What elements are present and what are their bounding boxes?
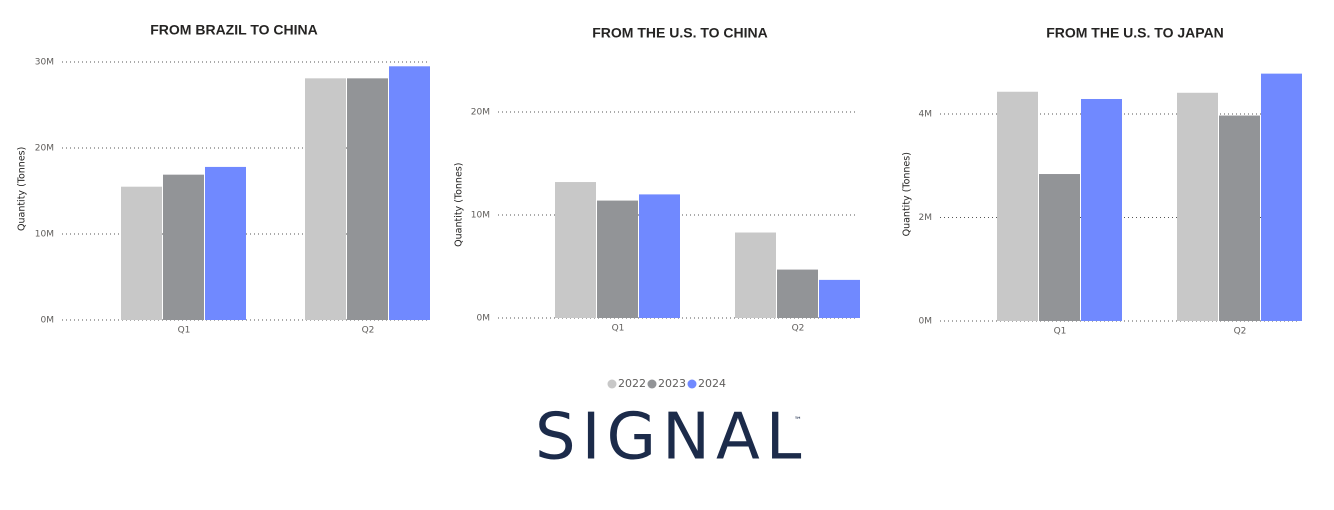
- y-tick-label: 20M: [471, 108, 490, 118]
- bar: [389, 66, 430, 320]
- legend-swatch: [607, 379, 617, 389]
- x-tick-label: Q1: [612, 324, 625, 334]
- legend-swatch: [687, 379, 697, 389]
- legend-label: 2024: [698, 377, 726, 390]
- bar: [1219, 115, 1260, 322]
- bar: [639, 194, 680, 318]
- logo: SIGNAL: [535, 401, 807, 475]
- bar: [347, 78, 388, 320]
- y-tick-label: 0M: [919, 317, 933, 327]
- y-tick-label: 0M: [41, 316, 55, 326]
- chart-title: FROM THE U.S. TO JAPAN: [1046, 25, 1224, 41]
- bar: [205, 166, 246, 320]
- bar: [735, 232, 776, 318]
- bar: [305, 78, 346, 320]
- chart-title: FROM BRAZIL TO CHINA: [150, 22, 317, 38]
- bar: [1081, 98, 1122, 322]
- y-axis-title: Quantity (Tonnes): [902, 152, 913, 236]
- bar: [121, 186, 162, 320]
- bar: [597, 200, 638, 318]
- x-tick-label: Q2: [362, 326, 375, 336]
- y-axis-title: Quantity (Tonnes): [17, 147, 28, 231]
- y-tick-label: 10M: [35, 230, 54, 240]
- y-tick-label: 4M: [919, 110, 933, 120]
- y-tick-label: 0M: [477, 314, 491, 324]
- x-tick-label: Q1: [178, 326, 191, 336]
- chart-title: FROM THE U.S. TO CHINA: [592, 25, 768, 41]
- bar: [555, 182, 596, 318]
- bar: [163, 174, 204, 320]
- y-tick-label: 30M: [35, 58, 54, 68]
- bar: [819, 279, 860, 318]
- x-tick-label: Q2: [792, 324, 805, 334]
- y-axis-title: Quantity (Tonnes): [454, 163, 465, 247]
- legend-label: 2022: [618, 377, 646, 390]
- x-tick-label: Q2: [1234, 327, 1247, 337]
- logo-trademark: ™: [794, 416, 802, 425]
- x-tick-label: Q1: [1054, 327, 1067, 337]
- legend-swatch: [647, 379, 657, 389]
- y-tick-label: 2M: [919, 213, 933, 223]
- bar: [1039, 174, 1080, 321]
- bar: [777, 269, 818, 318]
- legend-label: 2023: [658, 377, 686, 390]
- bar: [1261, 73, 1302, 321]
- y-tick-label: 20M: [35, 144, 54, 154]
- bar: [1177, 92, 1218, 321]
- y-tick-label: 10M: [471, 211, 490, 221]
- bar: [997, 91, 1038, 321]
